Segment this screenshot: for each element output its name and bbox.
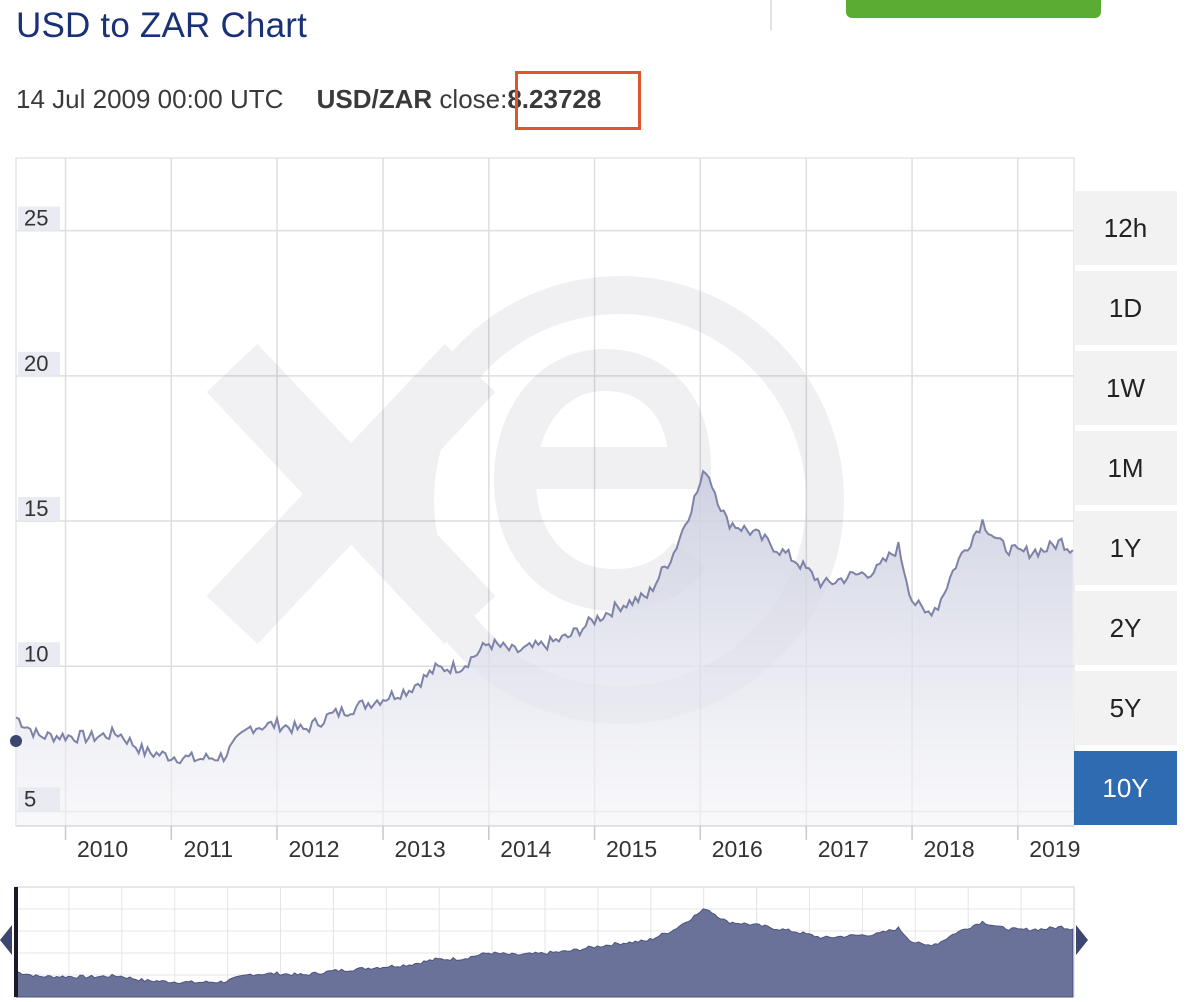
cursor-point	[10, 735, 22, 747]
y-tick-bg	[18, 787, 60, 812]
x-tick-label: 2016	[712, 836, 763, 862]
y-tick-label: 15	[24, 496, 48, 521]
y-tick-label: 10	[24, 641, 48, 666]
navigator-left-handle[interactable]	[0, 925, 12, 955]
y-tick-bg	[18, 642, 60, 667]
navigator-right-handle[interactable]	[1076, 925, 1088, 955]
readout-pair: USD/ZAR	[316, 84, 433, 114]
y-axis-ticks: 5 10 15 20 25	[18, 206, 60, 812]
range-selector: 12h 1D 1W 1M 1Y 2Y 5Y 10Y	[1074, 191, 1177, 831]
x-tick-label: 2010	[77, 836, 128, 862]
y-tick-bg	[18, 351, 60, 376]
y-tick-label: 5	[24, 786, 36, 811]
x-tick-label: 2019	[1029, 836, 1080, 862]
x-axis-ticks: 2010 2011 2012 2013 2014 2015 2016 2017 2018 2019	[64, 826, 1080, 862]
x-tick-label: 2018	[923, 836, 974, 862]
y-tick-label: 25	[24, 206, 48, 231]
x-tick-label: 2012	[288, 836, 339, 862]
page-title: USD to ZAR Chart	[16, 6, 308, 45]
readout-close-value: 8.23728	[507, 84, 602, 114]
range-button-12h[interactable]: 12h	[1074, 191, 1177, 265]
x-tick-label: 2014	[500, 836, 551, 862]
readout-close-label: close:	[432, 84, 508, 114]
highlight-box	[515, 71, 641, 130]
range-button-1m[interactable]: 1M	[1074, 431, 1177, 505]
x-tick-label: 2011	[184, 836, 233, 862]
y-tick-bg	[18, 206, 60, 231]
navigator-area	[15, 908, 1074, 998]
price-readout: 14 Jul 2009 00:00 UTC USD/ZAR close:8.23…	[16, 84, 601, 115]
range-button-1y[interactable]: 1Y	[1074, 511, 1177, 585]
range-button-1w[interactable]: 1W	[1074, 351, 1177, 425]
rate-line	[15, 469, 1074, 765]
y-tick-bg	[18, 497, 60, 522]
x-tick-label: 2015	[606, 836, 657, 862]
navigator[interactable]	[0, 886, 1088, 998]
range-button-1d[interactable]: 1D	[1074, 271, 1177, 345]
navigator-left-edge	[14, 887, 18, 997]
range-button-5y[interactable]: 5Y	[1074, 671, 1177, 745]
x-tick-label: 2017	[818, 836, 869, 862]
rate-area	[16, 471, 1073, 826]
readout-date: 14 Jul 2009 00:00 UTC	[16, 84, 284, 114]
y-tick-label: 20	[24, 351, 48, 376]
range-button-2y[interactable]: 2Y	[1074, 591, 1177, 665]
action-button[interactable]	[846, 0, 1101, 18]
range-button-10y[interactable]: 10Y	[1074, 751, 1177, 825]
x-tick-label: 2013	[394, 836, 445, 862]
header-divider	[770, 0, 772, 30]
